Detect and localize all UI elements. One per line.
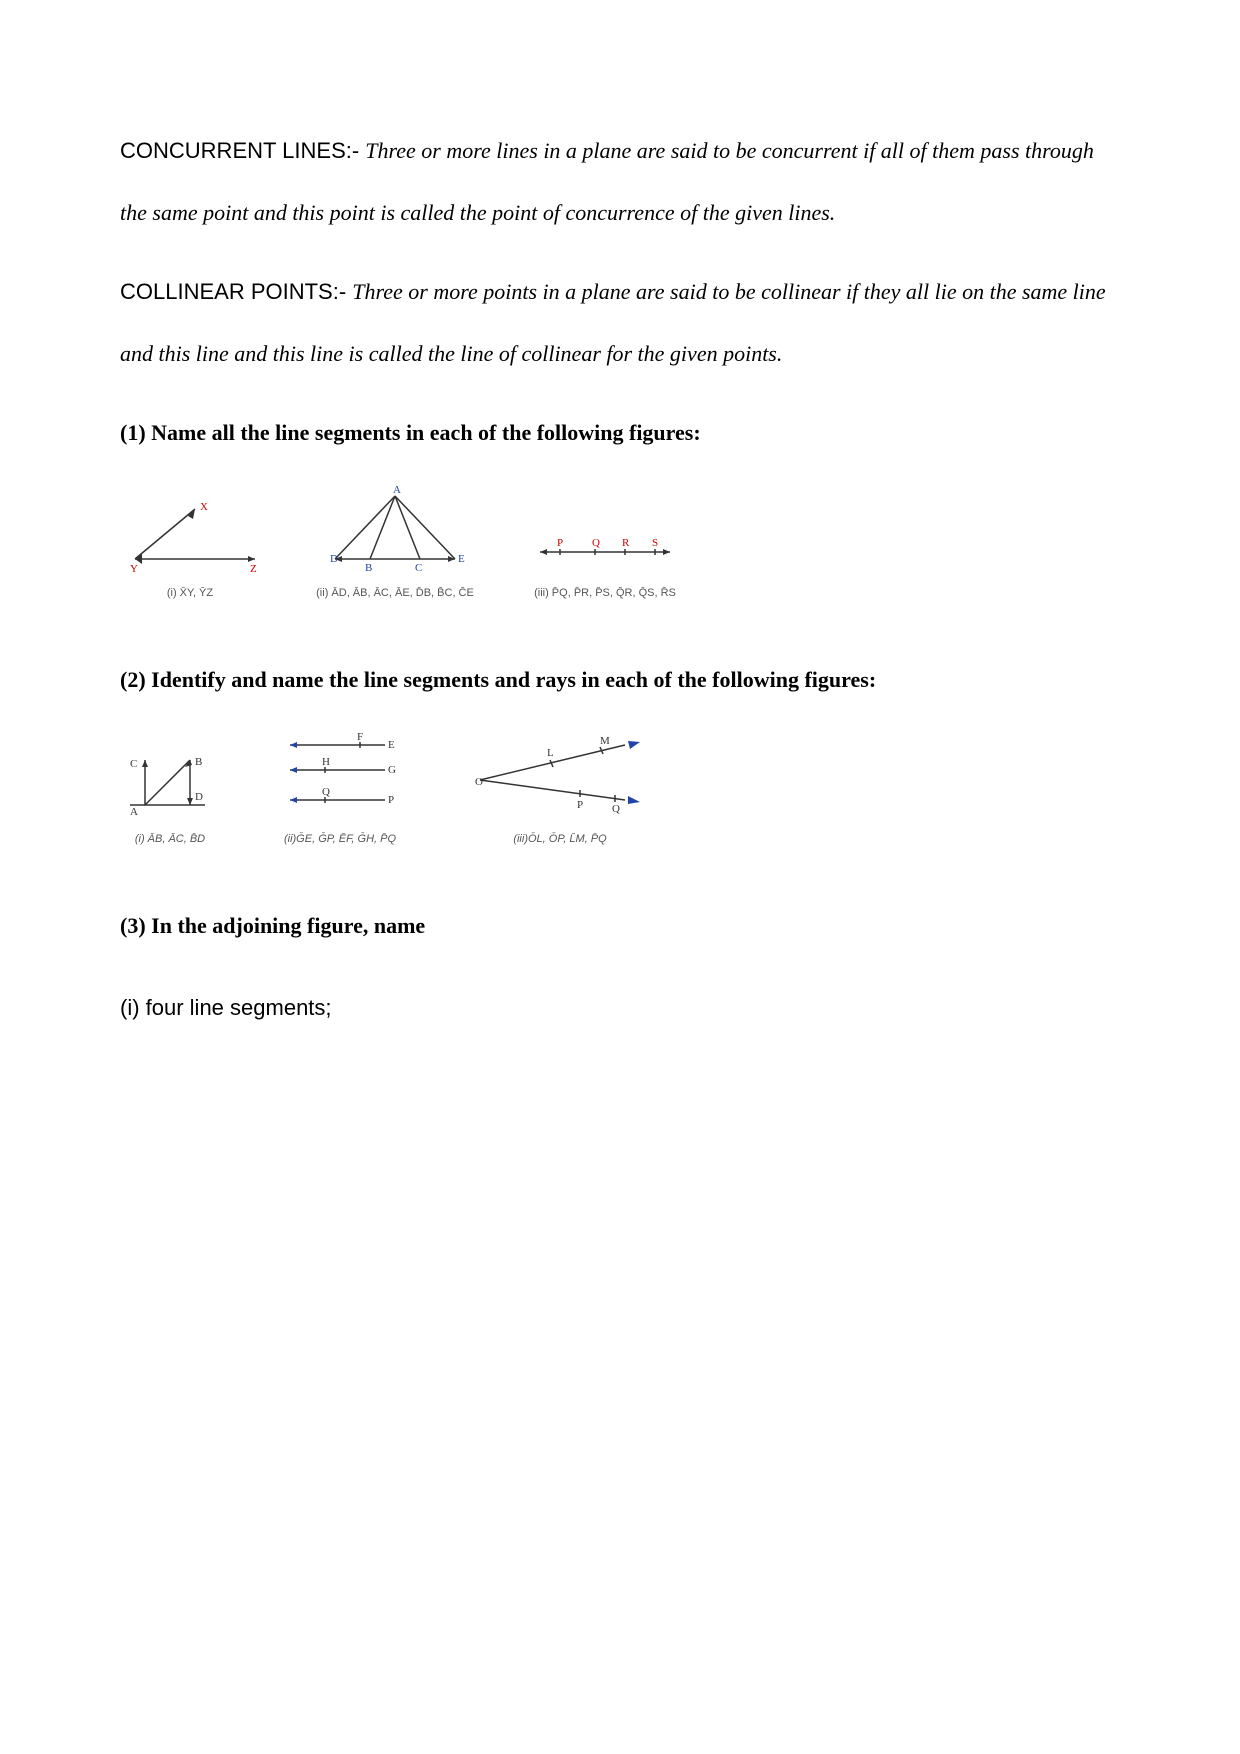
svg-text:C: C	[415, 562, 422, 574]
svg-text:G: G	[388, 764, 396, 776]
svg-text:S: S	[652, 537, 658, 549]
svg-text:Y: Y	[130, 563, 138, 574]
collinear-term: COLLINEAR POINTS:-	[120, 279, 352, 304]
collinear-points-definition: COLLINEAR POINTS:- Three or more points …	[120, 261, 1120, 384]
q1-figure-ii: A D B C E (ii) ĀD, ĀB, ĀC, ĀE, D̄B, B̄C,…	[310, 484, 480, 609]
svg-text:Q: Q	[612, 803, 620, 815]
svg-text:E: E	[388, 739, 395, 751]
q1-caption-ii: (ii) ĀD, ĀB, ĀC, ĀE, D̄B, B̄C, C̄E	[316, 578, 474, 609]
q1-caption-iii: (iii) P̄Q, P̄R, P̄S, Q̄R, Q̄S, R̄S	[534, 578, 676, 609]
svg-text:M: M	[600, 735, 610, 747]
svg-text:P: P	[577, 799, 583, 811]
q1-figure-i: X Y Z (i) X̄Y, ȲZ	[120, 494, 260, 609]
svg-text:Z: Z	[250, 563, 257, 574]
svg-text:A: A	[130, 806, 138, 818]
angle-xyz-diagram: X Y Z	[120, 494, 260, 574]
concurrent-term: CONCURRENT LINES:-	[120, 138, 365, 163]
svg-text:E: E	[458, 553, 465, 565]
rays-abcd-diagram: C B A D	[120, 745, 220, 820]
svg-text:P: P	[557, 537, 563, 549]
svg-text:H: H	[322, 756, 330, 768]
q2-heading: (2) Identify and name the line segments …	[120, 649, 1120, 711]
svg-text:F: F	[357, 731, 363, 743]
svg-text:B: B	[195, 756, 202, 768]
q1-caption-i: (i) X̄Y, ȲZ	[167, 578, 213, 609]
svg-text:B: B	[365, 562, 372, 574]
q1-heading: (1) Name all the line segments in each o…	[120, 402, 1120, 464]
q3-sub-i: (i) four line segments;	[120, 977, 1120, 1039]
q2-figure-iii: O L M P Q (iii)ŌL, ŌP, L̄M, P̄Q	[460, 730, 660, 855]
q1-figures: X Y Z (i) X̄Y, ȲZ A D B C E (ii)	[120, 484, 1120, 609]
triangle-abcde-diagram: A D B C E	[310, 484, 480, 574]
svg-text:C: C	[130, 758, 137, 770]
q2-figure-i: C B A D (i) ĀB, ĀC, B̄D	[120, 745, 220, 855]
q1-figure-iii: P Q R S (iii) P̄Q, P̄R, P̄S, Q̄R, Q̄S, R…	[530, 534, 680, 609]
q2-caption-ii: (ii)ḠE, ḠP, ĒF, ḠH, P̄Q	[284, 824, 396, 855]
svg-text:X: X	[200, 501, 208, 513]
svg-text:Q: Q	[592, 537, 600, 549]
rays-olmpq-diagram: O L M P Q	[460, 730, 660, 820]
q2-figures: C B A D (i) ĀB, ĀC, B̄D F E H G	[120, 730, 1120, 855]
line-pqrs-diagram: P Q R S	[530, 534, 680, 574]
concurrent-lines-definition: CONCURRENT LINES:- Three or more lines i…	[120, 120, 1120, 243]
svg-text:D: D	[195, 791, 203, 803]
q2-figure-ii: F E H G Q P (ii)ḠE, ḠP, ĒF, ḠH, P̄Q	[270, 730, 410, 855]
svg-text:R: R	[622, 537, 630, 549]
svg-text:O: O	[475, 776, 483, 788]
svg-text:P: P	[388, 794, 394, 806]
q3-heading: (3) In the adjoining figure, name	[120, 895, 1120, 957]
svg-text:L: L	[547, 747, 554, 759]
svg-text:Q: Q	[322, 786, 330, 798]
q2-caption-i: (i) ĀB, ĀC, B̄D	[135, 824, 205, 855]
q2-caption-iii: (iii)ŌL, ŌP, L̄M, P̄Q	[513, 824, 606, 855]
svg-text:A: A	[393, 484, 401, 496]
rays-fehgpq-diagram: F E H G Q P	[270, 730, 410, 820]
